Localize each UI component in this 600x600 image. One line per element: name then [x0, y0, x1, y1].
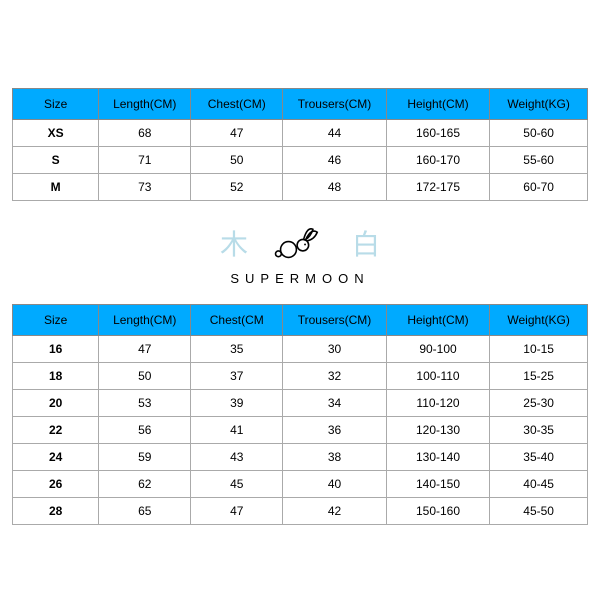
table-cell: 42: [283, 498, 387, 525]
table-cell: 160-165: [386, 120, 490, 147]
table-cell: 52: [191, 174, 283, 201]
table-row: 26624540140-15040-45: [13, 471, 588, 498]
col-trousers: Trousers(CM): [283, 89, 387, 120]
table-cell: 10-15: [490, 336, 588, 363]
table-cell: 56: [99, 417, 191, 444]
table-cell: 26: [13, 471, 99, 498]
table-cell: M: [13, 174, 99, 201]
table-cell: 46: [283, 147, 387, 174]
table-cell: 47: [99, 336, 191, 363]
table-cell: 73: [99, 174, 191, 201]
table-cell: 45-50: [490, 498, 588, 525]
table-cell: 120-130: [386, 417, 490, 444]
col-height: Height(CM): [386, 305, 490, 336]
table-cell: 53: [99, 390, 191, 417]
table-cell: 25-30: [490, 390, 588, 417]
col-weight: Weight(KG): [490, 89, 588, 120]
table-row: M735248172-17560-70: [13, 174, 588, 201]
table-cell: 36: [283, 417, 387, 444]
table-cell: 40-45: [490, 471, 588, 498]
table-cell: 172-175: [386, 174, 490, 201]
table2-body: 1647353090-10010-1518503732100-11015-252…: [13, 336, 588, 525]
table-cell: 47: [191, 120, 283, 147]
col-size: Size: [13, 305, 99, 336]
table-cell: 30-35: [490, 417, 588, 444]
table-cell: 38: [283, 444, 387, 471]
table-cell: 16: [13, 336, 99, 363]
table-cell: 47: [191, 498, 283, 525]
table-cell: 28: [13, 498, 99, 525]
table-header-row: Size Length(CM) Chest(CM Trousers(CM) He…: [13, 305, 588, 336]
table-cell: 22: [13, 417, 99, 444]
table-cell: 44: [283, 120, 387, 147]
table-cell: 34: [283, 390, 387, 417]
cjk-right-icon: 白: [352, 223, 380, 263]
table-cell: 71: [99, 147, 191, 174]
col-length: Length(CM): [99, 305, 191, 336]
table-cell: 62: [99, 471, 191, 498]
table-cell: 45: [191, 471, 283, 498]
table-row: 22564136120-13030-35: [13, 417, 588, 444]
table-row: 18503732100-11015-25: [13, 363, 588, 390]
table-cell: S: [13, 147, 99, 174]
table-cell: 32: [283, 363, 387, 390]
table-cell: 35-40: [490, 444, 588, 471]
table-header-row: Size Length(CM) Chest(CM) Trousers(CM) H…: [13, 89, 588, 120]
table-cell: 90-100: [386, 336, 490, 363]
table-cell: 18: [13, 363, 99, 390]
table-row: S715046160-17055-60: [13, 147, 588, 174]
table-cell: 40: [283, 471, 387, 498]
table-cell: 150-160: [386, 498, 490, 525]
table-cell: 39: [191, 390, 283, 417]
table-cell: 100-110: [386, 363, 490, 390]
table-row: 28654742150-16045-50: [13, 498, 588, 525]
rabbit-icon: [270, 225, 330, 261]
table-cell: 140-150: [386, 471, 490, 498]
table-cell: 50-60: [490, 120, 588, 147]
size-table-kids: Size Length(CM) Chest(CM Trousers(CM) He…: [12, 304, 588, 525]
col-trousers: Trousers(CM): [283, 305, 387, 336]
table-row: 20533934110-12025-30: [13, 390, 588, 417]
brand-logo-block: 木 白 SUPERMOON: [12, 201, 588, 304]
col-height: Height(CM): [386, 89, 490, 120]
table-cell: 130-140: [386, 444, 490, 471]
col-size: Size: [13, 89, 99, 120]
table-cell: 68: [99, 120, 191, 147]
table-row: 24594338130-14035-40: [13, 444, 588, 471]
table-cell: XS: [13, 120, 99, 147]
table-cell: 60-70: [490, 174, 588, 201]
table-cell: 160-170: [386, 147, 490, 174]
table-cell: 30: [283, 336, 387, 363]
logo-row: 木 白: [220, 223, 380, 263]
col-length: Length(CM): [99, 89, 191, 120]
table-cell: 37: [191, 363, 283, 390]
table-cell: 43: [191, 444, 283, 471]
brand-name: SUPERMOON: [230, 271, 369, 286]
col-chest: Chest(CM: [191, 305, 283, 336]
table1-body: XS684744160-16550-60S715046160-17055-60M…: [13, 120, 588, 201]
col-weight: Weight(KG): [490, 305, 588, 336]
table-cell: 20: [13, 390, 99, 417]
table-cell: 50: [99, 363, 191, 390]
cjk-left-icon: 木: [220, 223, 248, 263]
table-cell: 55-60: [490, 147, 588, 174]
size-table-adult: Size Length(CM) Chest(CM) Trousers(CM) H…: [12, 88, 588, 201]
table-cell: 65: [99, 498, 191, 525]
table-cell: 35: [191, 336, 283, 363]
table-cell: 15-25: [490, 363, 588, 390]
col-chest: Chest(CM): [191, 89, 283, 120]
table-cell: 50: [191, 147, 283, 174]
table-cell: 24: [13, 444, 99, 471]
table-cell: 41: [191, 417, 283, 444]
table-cell: 48: [283, 174, 387, 201]
table-row: 1647353090-10010-15: [13, 336, 588, 363]
table-cell: 59: [99, 444, 191, 471]
table-row: XS684744160-16550-60: [13, 120, 588, 147]
table-cell: 110-120: [386, 390, 490, 417]
